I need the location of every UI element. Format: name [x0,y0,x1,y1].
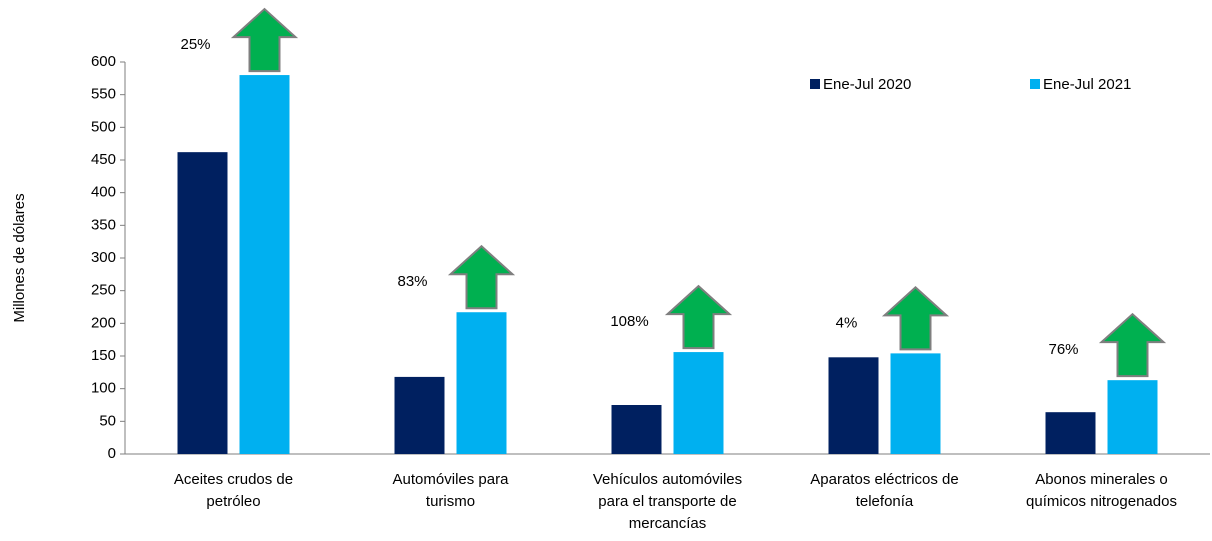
y-tick-label: 600 [91,53,116,70]
legend-label: Ene-Jul 2021 [1043,76,1131,93]
bar [673,352,724,454]
y-tick-label: 250 [91,282,116,299]
bar [394,376,445,454]
y-tick-label: 100 [91,380,116,397]
y-tick-label: 0 [108,445,116,462]
y-tick-label: 400 [91,184,116,201]
x-tick-label: Aceites crudos de petróleo [174,471,293,510]
y-tick-label: 150 [91,347,116,364]
annotation: 108% [610,313,648,330]
y-tick-label: 350 [91,216,116,233]
y-tick-label: 450 [91,151,116,168]
y-axis-title: Millones de dólares [11,193,28,322]
bar [611,405,662,454]
bar [890,353,941,454]
y-tick-label: 300 [91,249,116,266]
legend-swatch [1030,79,1040,89]
y-tick-label: 200 [91,314,116,331]
x-tick-label: Automóviles para turismo [393,471,510,510]
bar [239,75,290,455]
arrow [664,284,733,350]
x-tick-label: Abonos minerales o químicos nitrogenados [1026,471,1177,510]
y-tick-label: 500 [91,118,116,135]
arrow [447,244,516,310]
bar [1045,412,1096,454]
arrow [230,7,299,73]
annotation: 25% [180,36,210,53]
x-tick-label: Aparatos eléctricos de telefonía [810,471,958,510]
annotation: 76% [1048,341,1078,358]
annotation: 4% [836,314,858,331]
bar [177,152,228,454]
arrow [881,286,950,351]
x-tick-label: Vehículos automóviles para el transporte … [593,471,742,532]
bar [828,357,879,454]
y-tick-label: 550 [91,86,116,103]
bar [456,312,507,454]
y-tick-label: 50 [99,412,116,429]
arrow [1098,312,1167,378]
bar [1107,380,1158,454]
legend-swatch [810,79,820,89]
annotation: 83% [397,273,427,290]
legend-label: Ene-Jul 2020 [823,76,911,93]
